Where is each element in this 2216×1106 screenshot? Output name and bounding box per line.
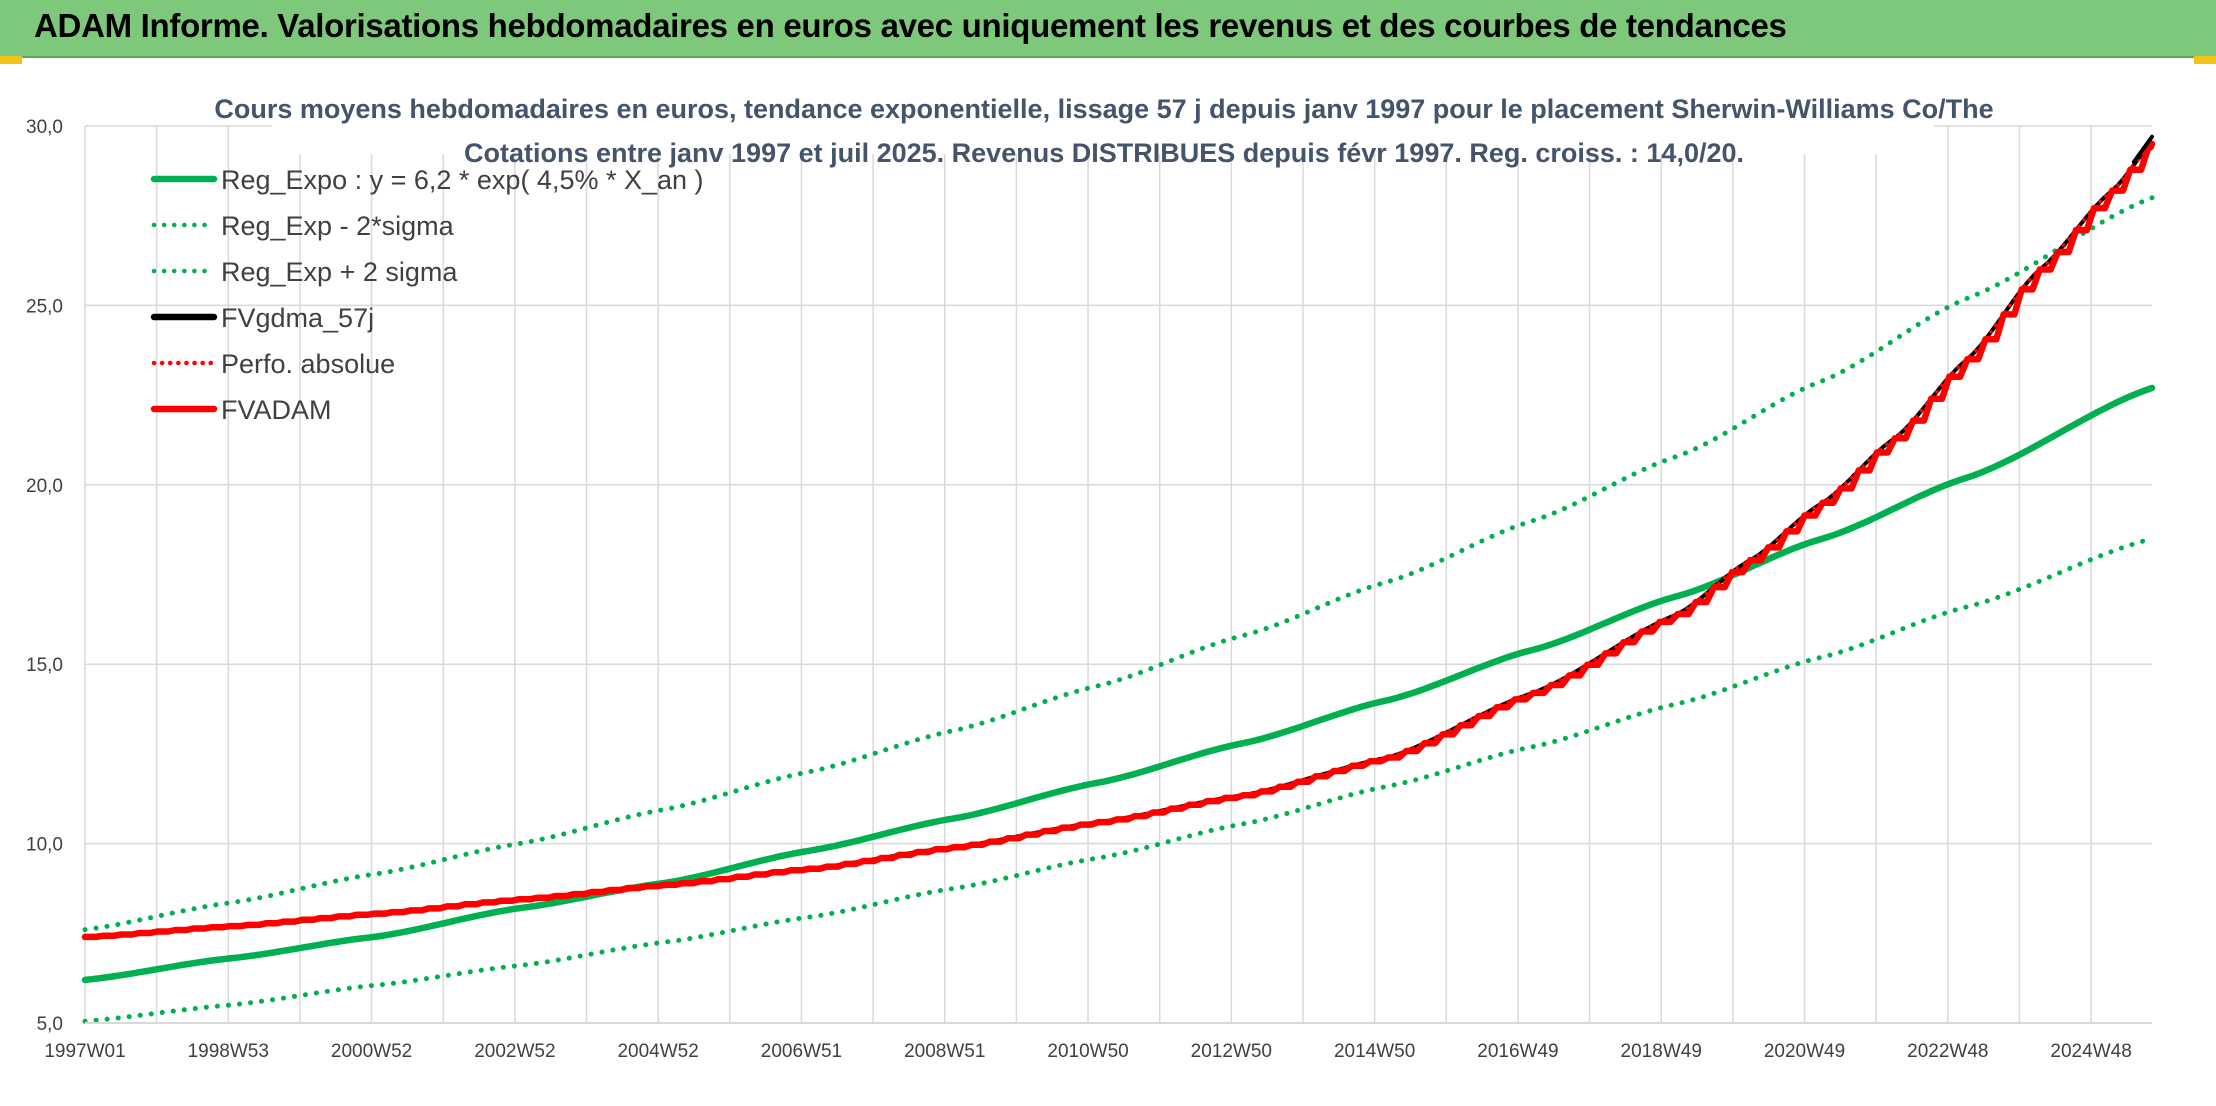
chart-subtitle: Cotations entre janv 1997 et juil 2025. … (464, 138, 1744, 168)
x-tick-label: 2018W49 (1621, 1041, 1702, 1062)
legend-label: Reg_Expo : y = 6,2 * exp( 4,5% * X_an ) (221, 165, 704, 195)
legend-label: FVgdma_57j (221, 303, 374, 333)
y-tick-label: 30,0 (26, 117, 63, 138)
axes: 5,0 10,0 15,0 20,0 25,0 30,0 1997W01 1998W53 200… (26, 117, 2152, 1062)
x-tick-label: 2002W52 (474, 1041, 555, 1062)
chart-title-block: Cours moyens hebdomadaires en euros, ten… (214, 84, 1994, 168)
x-tick-label: 2008W51 (904, 1041, 985, 1062)
y-tick-label: 15,0 (26, 655, 63, 676)
x-tick-label: 2004W52 (617, 1041, 698, 1062)
legend-label: FVADAM (221, 395, 332, 425)
x-tick-label: 2024W48 (2050, 1041, 2131, 1062)
x-tick-label: 2022W48 (1907, 1041, 1988, 1062)
x-tick-label: 2016W49 (1477, 1041, 1558, 1062)
x-tick-label: 2020W49 (1764, 1041, 1845, 1062)
report-header: ADAM Informe. Valorisations hebdomadaire… (0, 0, 2216, 58)
series-line-reg-exp-2-sigma (82, 536, 2155, 1024)
fvgdma-end-tip (2131, 134, 2154, 164)
x-tick-label: 2006W51 (761, 1041, 842, 1062)
chart: Cours moyens hebdomadaires en euros, ten… (26, 84, 2156, 1062)
legend-label: Reg_Exp - 2*sigma (221, 211, 455, 241)
x-tick-label: 2014W50 (1334, 1041, 1415, 1062)
y-tick-label: 20,0 (26, 476, 63, 497)
right-corner-mark (2194, 56, 2216, 64)
x-tick-label: 2012W50 (1191, 1041, 1272, 1062)
y-tick-label: 10,0 (26, 835, 63, 856)
series-line-fvadam (81, 140, 2156, 941)
x-tick-label: 2000W52 (331, 1041, 412, 1062)
series-line-reg-expo-y-6-2-exp-4-5-x-an (81, 384, 2156, 984)
series (81, 134, 2156, 1024)
y-tick-label: 25,0 (26, 296, 63, 317)
legend-label: Perfo. absolue (221, 349, 395, 379)
y-tick-label: 5,0 (37, 1014, 63, 1035)
x-tick-label: 1997W01 (44, 1041, 125, 1062)
title-background (272, 84, 1934, 154)
left-corner-mark (0, 56, 22, 64)
x-tick-label: 1998W53 (188, 1041, 269, 1062)
legend: Reg_Expo : y = 6,2 * exp( 4,5% * X_an ) R… (150, 165, 704, 425)
chart-title: Cours moyens hebdomadaires en euros, ten… (214, 94, 1993, 124)
x-tick-label: 2010W50 (1047, 1041, 1128, 1062)
legend-label: Reg_Exp + 2 sigma (221, 257, 458, 287)
report-title: ADAM Informe. Valorisations hebdomadaire… (34, 7, 1787, 44)
series-line-reg-exp-2-sigma (82, 195, 2155, 933)
